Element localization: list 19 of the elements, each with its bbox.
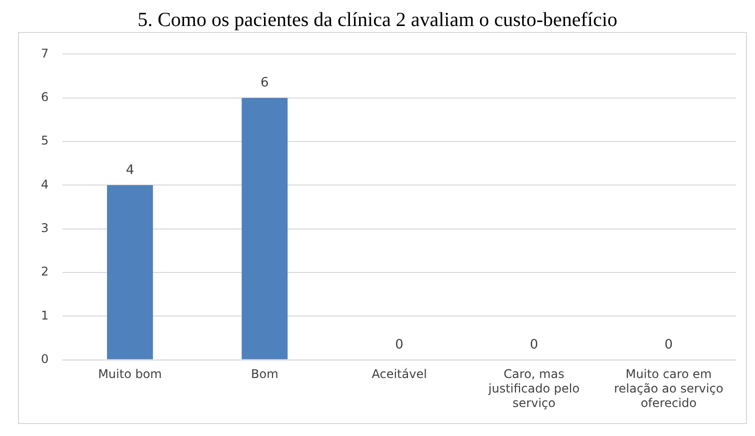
data-label: 0 xyxy=(664,338,673,353)
x-tick-label: Muito bom xyxy=(98,367,162,382)
data-label: 0 xyxy=(395,338,404,353)
chart-title: 5. Como os pacientes da clínica 2 avaliam o custo-benefício xyxy=(136,8,618,32)
data-label: 6 xyxy=(260,76,269,91)
y-tick-label: 4 xyxy=(40,177,49,192)
y-tick-label: 1 xyxy=(40,308,49,322)
data-label: 4 xyxy=(126,163,134,178)
y-tick-label: 0 xyxy=(40,352,49,366)
y-tick-label: 7 xyxy=(40,46,49,60)
y-tick-label: 5 xyxy=(40,134,49,148)
x-tick-label: Caro, mas justificado pelo serviço xyxy=(487,367,580,410)
y-tick-label: 6 xyxy=(40,90,49,104)
x-tick-label: Bom xyxy=(251,367,278,382)
x-tick-label: Muito caro em relação ao serviço oferecido xyxy=(614,367,724,410)
data-label: 0 xyxy=(530,338,538,353)
y-tick-label: 2 xyxy=(40,264,49,279)
y-tick-label: 3 xyxy=(40,220,49,235)
x-tick-label: Aceitável xyxy=(372,367,427,382)
